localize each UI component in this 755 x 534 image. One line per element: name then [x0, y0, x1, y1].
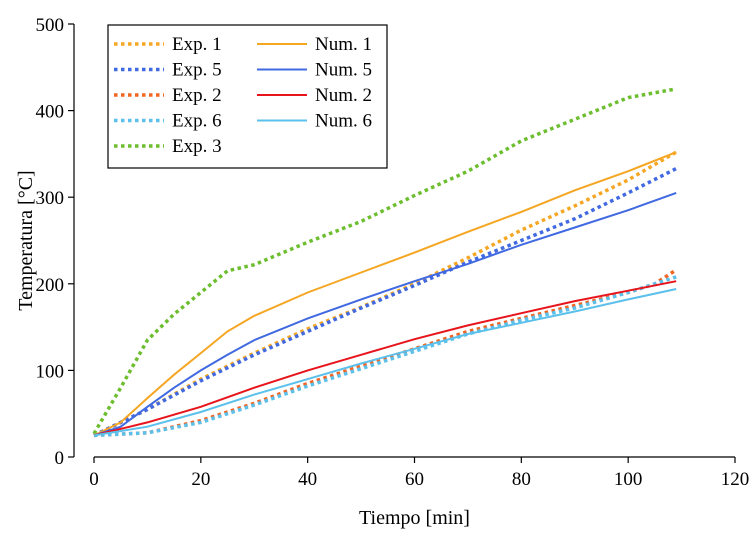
series-line-exp-5 — [93, 167, 677, 437]
series-line-num-5 — [93, 191, 677, 437]
legend-label: Exp. 1 — [172, 34, 222, 55]
series-line-num-6 — [93, 288, 677, 437]
series-line-exp-2 — [93, 268, 678, 438]
legend-box — [107, 24, 388, 169]
legend: Exp. 1 Exp. 5 Exp. 2 Exp. 6 Exp. 3 Num. 1 Num.… — [107, 24, 388, 169]
y-tick-label: 100 — [36, 361, 65, 382]
y-tick-label: 0 — [55, 448, 65, 469]
legend-label: Exp. 6 — [172, 111, 222, 132]
legend-label: Exp. 5 — [172, 60, 222, 81]
ticks: 0 20 40 60 80 100 120 0 100 200 300 400 500 — [36, 15, 750, 490]
y-tick-label: 400 — [36, 102, 65, 123]
series-line-exp-3 — [92, 87, 677, 435]
y-axis-label: Temperatura [°C] — [15, 170, 37, 310]
x-tick-label: 60 — [405, 469, 424, 490]
series-line-num-2 — [93, 280, 677, 437]
x-tick-label: 40 — [298, 469, 317, 490]
legend-label: Num. 6 — [315, 111, 372, 132]
legend-label: Num. 1 — [315, 34, 372, 55]
x-tick-label: 0 — [89, 469, 99, 490]
x-axis-label: Tiempo [min] — [359, 507, 470, 529]
x-tick-label: 120 — [721, 469, 750, 490]
legend-label: Num. 2 — [315, 85, 372, 106]
x-tick-label: 80 — [512, 469, 531, 490]
legend-label: Exp. 2 — [172, 85, 222, 106]
x-tick-label: 100 — [614, 469, 643, 490]
y-tick-label: 300 — [36, 188, 65, 209]
legend-label: Exp. 3 — [172, 136, 222, 157]
legend-label: Num. 5 — [315, 60, 372, 81]
series-line-num-1 — [93, 151, 677, 437]
y-tick-label: 200 — [36, 275, 65, 296]
plot-lines — [92, 87, 678, 438]
x-tick-label: 20 — [191, 469, 210, 490]
y-tick-label: 500 — [36, 15, 65, 36]
series-line-exp-6 — [93, 275, 677, 438]
series-line-exp-1 — [93, 150, 678, 437]
